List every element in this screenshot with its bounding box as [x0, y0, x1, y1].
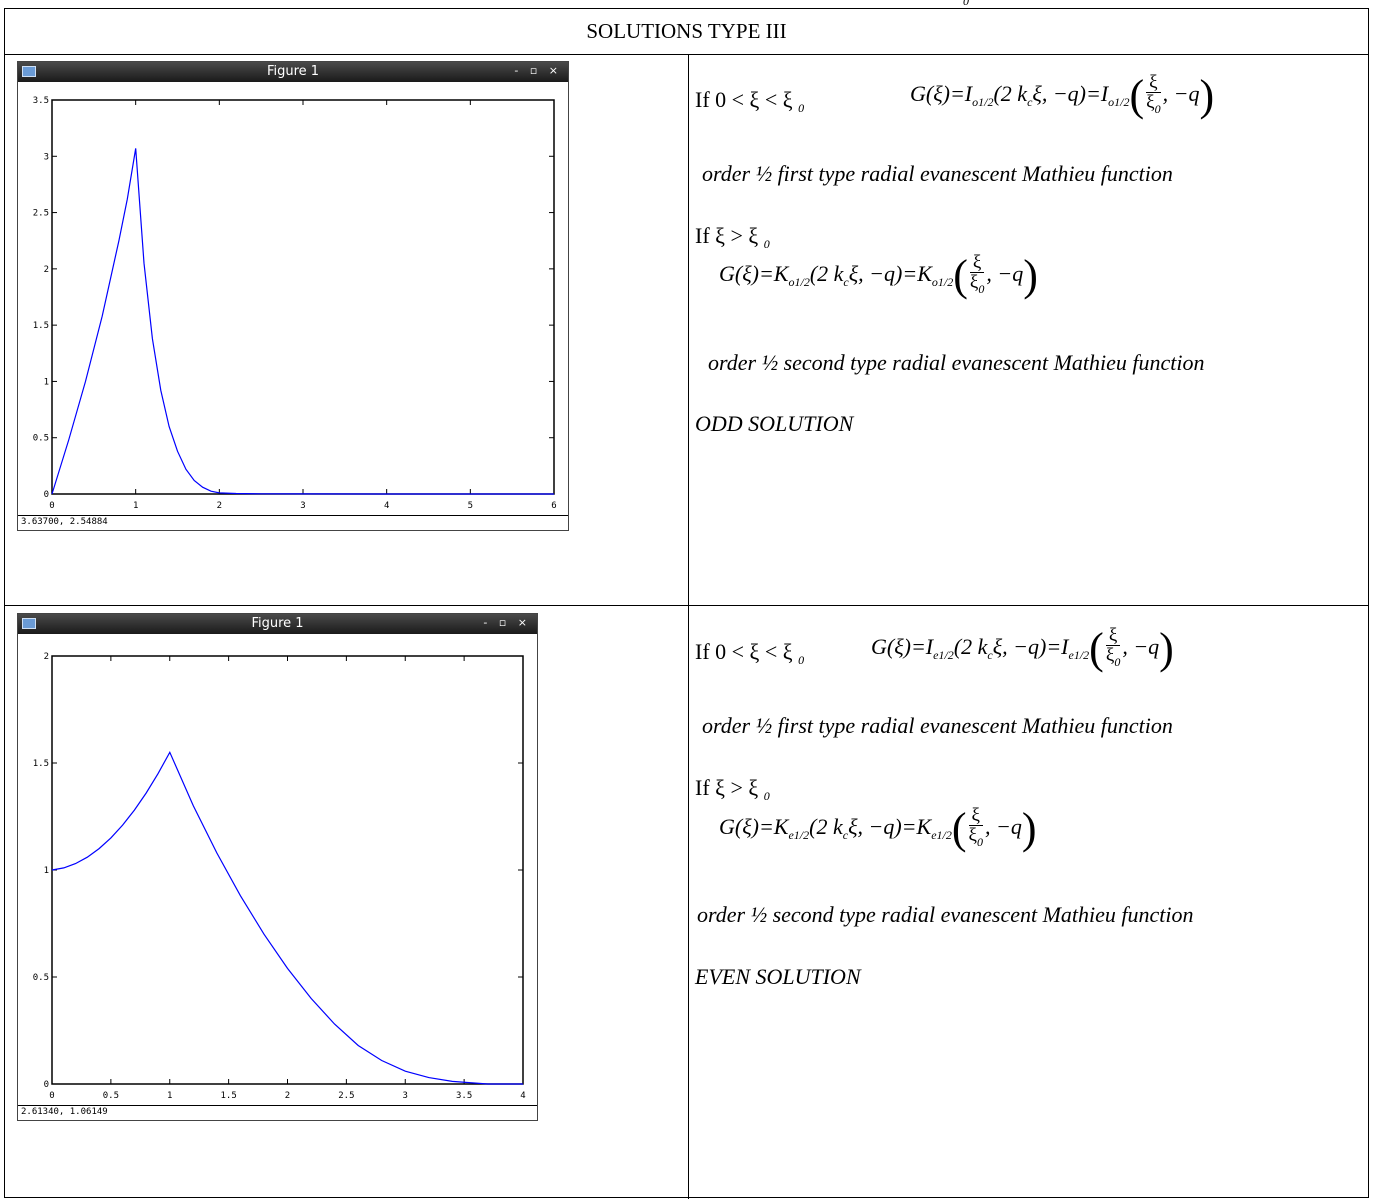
description-second-even: order ½ second type radial evanescent Ma… — [697, 902, 1194, 927]
y-tick-label: 2 — [44, 265, 49, 275]
plot-area[interactable]: 0 0.5 1 1.5 2 2.5 3 3.5 4 0 0.5 1 1.5 2 — [18, 634, 537, 1106]
x-tick-label: 0.5 — [103, 1091, 119, 1101]
x-tick-label: 1.5 — [220, 1091, 236, 1101]
condition-second-even: If ξ > ξ 0 — [695, 775, 770, 803]
solution-label-even: EVEN SOLUTION — [695, 964, 861, 989]
y-tick-label: 1 — [44, 866, 49, 876]
y-tick-label: 0 — [44, 1080, 49, 1090]
window-icon[interactable] — [22, 66, 36, 77]
y-tick-label: 2.5 — [33, 209, 49, 219]
description-first-even: order ½ first type radial evanescent Mat… — [702, 713, 1173, 738]
equation-first-odd: G(ξ)=Io1/2(2 kcξ, −q)=Io1/2(ξ ξ0, −q) — [910, 71, 1215, 120]
figure-titlebar[interactable]: Figure 1 - ▫ × — [18, 62, 568, 82]
y-tick-label: 1.5 — [33, 321, 49, 331]
axes-box — [51, 655, 524, 1085]
figure-title: Figure 1 — [266, 64, 320, 79]
equation-first-even: G(ξ)=Ie1/2(2 kcξ, −q)=Ie1/2(ξ ξ0, −q) — [871, 624, 1174, 673]
x-tick-label: 6 — [551, 501, 556, 511]
table-title: SOLUTIONS TYPE III — [5, 9, 1368, 55]
figure-title: Figure 1 — [251, 616, 304, 631]
corner-mark: 0 — [963, 0, 969, 8]
column-divider — [688, 55, 689, 1199]
description-second-odd: order ½ second type radial evanescent Ma… — [708, 350, 1205, 375]
y-tick-label: 0.5 — [33, 973, 49, 983]
y-tick-label: 0 — [44, 490, 49, 500]
x-tick-label: 1 — [167, 1091, 172, 1101]
x-tick-label: 0 — [49, 1091, 54, 1101]
condition-first-odd: If 0 < ξ < ξ 0 — [695, 87, 805, 115]
x-tick-label: 1 — [133, 501, 138, 511]
figure-window-even: Figure 1 - ▫ × 0 0.5 1 1.5 2 2.5 3 3.5 4 0 0.5 1 1.5… — [17, 613, 538, 1121]
figure-titlebar[interactable]: Figure 1 - ▫ × — [18, 614, 537, 634]
window-controls[interactable]: - ▫ × — [514, 64, 562, 77]
x-tick-label: 3.5 — [456, 1091, 472, 1101]
x-tick-label: 2 — [217, 501, 222, 511]
description-first-odd: order ½ first type radial evanescent Mat… — [702, 161, 1173, 186]
y-tick-label: 3.5 — [33, 96, 49, 106]
x-tick-label: 2.5 — [338, 1091, 354, 1101]
plot-svg[interactable]: 0 0.5 1 1.5 2 2.5 3 3.5 4 0 0.5 1 1.5 2 — [18, 634, 537, 1106]
y-tick-label: 1.5 — [33, 759, 49, 769]
y-tick-label: 0.5 — [33, 434, 49, 444]
x-tick-label: 5 — [468, 501, 473, 511]
x-tick-label: 3 — [300, 501, 305, 511]
solutions-table: SOLUTIONS TYPE III Figure 1 - ▫ × 0 1 2 3 4 5… — [4, 8, 1369, 1199]
status-coordinates: 2.61340, 1.06149 — [18, 1105, 537, 1120]
series-line — [51, 750, 523, 1085]
solution-label-odd: ODD SOLUTION — [695, 411, 854, 436]
figure-window-odd: Figure 1 - ▫ × 0 1 2 3 4 5 6 0 0.5 1 1.5 2 2.5 3 3.5 3… — [17, 61, 569, 531]
row-divider — [5, 605, 1368, 606]
x-tick-label: 2 — [285, 1091, 290, 1101]
x-tick-label: 4 — [520, 1091, 525, 1101]
series-line — [51, 148, 554, 495]
y-tick-label: 2 — [44, 652, 49, 662]
axes-box — [51, 99, 555, 495]
y-tick-label: 3 — [44, 152, 49, 162]
condition-second-odd: If ξ > ξ 0 — [695, 223, 770, 251]
equation-second-even: G(ξ)=Ke1/2(2 kcξ, −q)=Ke1/2(ξ ξ0, −q) — [719, 804, 1037, 853]
y-tick-label: 1 — [44, 377, 49, 387]
plot-svg[interactable]: 0 1 2 3 4 5 6 0 0.5 1 1.5 2 2.5 3 3.5 — [18, 82, 568, 516]
window-icon[interactable] — [22, 618, 36, 629]
x-tick-label: 4 — [384, 501, 389, 511]
status-coordinates: 3.63700, 2.54884 — [18, 515, 568, 530]
equation-second-odd: G(ξ)=Ko1/2(2 kcξ, −q)=Ko1/2(ξ ξ0, −q) — [719, 251, 1038, 300]
x-tick-label: 3 — [403, 1091, 408, 1101]
window-controls[interactable]: - ▫ × — [483, 616, 531, 629]
condition-first-even: If 0 < ξ < ξ 0 — [695, 639, 805, 667]
plot-area[interactable]: 0 1 2 3 4 5 6 0 0.5 1 1.5 2 2.5 3 3.5 — [18, 82, 568, 516]
x-tick-label: 0 — [49, 501, 54, 511]
